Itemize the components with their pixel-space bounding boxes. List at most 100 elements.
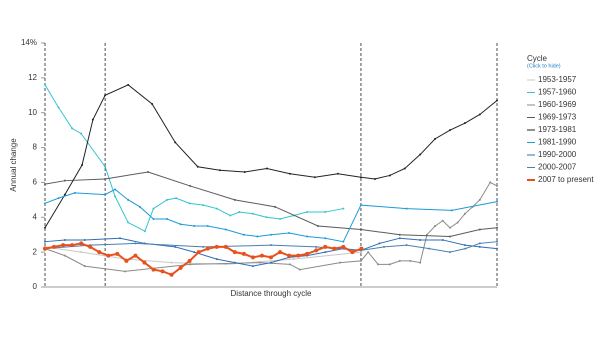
point xyxy=(193,225,196,227)
legend-item[interactable]: 1969-1973 xyxy=(527,113,577,122)
point xyxy=(342,240,345,243)
legend-item[interactable]: 2000-2007 xyxy=(527,163,577,172)
point xyxy=(178,265,183,270)
point xyxy=(478,228,481,231)
point xyxy=(251,265,254,268)
series-line xyxy=(44,181,498,272)
point xyxy=(336,172,339,175)
point xyxy=(88,244,93,249)
series xyxy=(44,188,498,243)
legend-item[interactable]: 1973-1981 xyxy=(527,125,577,134)
legend-item[interactable]: 1981-1990 xyxy=(527,138,577,147)
point xyxy=(229,214,232,217)
legend-label: 1981-1990 xyxy=(538,138,577,147)
point xyxy=(265,167,268,170)
point xyxy=(324,237,327,240)
point xyxy=(233,261,236,264)
point xyxy=(83,238,86,241)
legend-label: 2000-2007 xyxy=(538,163,577,172)
series-line xyxy=(44,171,498,237)
point xyxy=(134,242,137,245)
point xyxy=(124,258,129,263)
point xyxy=(315,245,318,248)
series-line xyxy=(44,241,498,253)
point xyxy=(373,177,376,180)
point xyxy=(398,237,401,240)
point xyxy=(174,245,177,248)
point xyxy=(166,198,169,201)
point xyxy=(388,263,391,266)
legend-item[interactable]: 1960-1969 xyxy=(527,100,577,109)
point xyxy=(106,253,111,258)
point xyxy=(359,259,362,262)
series xyxy=(44,237,498,268)
point xyxy=(170,261,173,264)
point xyxy=(250,255,255,260)
y-tick-label: 2 xyxy=(33,247,38,256)
legend-label: 1969-1973 xyxy=(538,113,577,122)
point xyxy=(279,218,282,221)
point xyxy=(378,242,381,245)
point xyxy=(305,251,310,256)
point xyxy=(350,250,355,255)
point xyxy=(317,225,320,227)
legend-label: 1990-2000 xyxy=(538,150,577,159)
y-tick-label: 8 xyxy=(33,143,38,152)
legend-label: 2007 to present xyxy=(538,175,594,184)
legend-title: Cycle xyxy=(527,54,548,63)
point xyxy=(367,251,370,254)
point xyxy=(448,129,451,132)
point xyxy=(332,246,337,251)
point xyxy=(243,170,246,173)
legend-item[interactable]: 1957-1960 xyxy=(527,88,577,97)
point xyxy=(359,204,362,207)
point xyxy=(251,212,254,215)
point xyxy=(133,253,138,258)
point xyxy=(359,228,362,231)
legend-label: 1960-1969 xyxy=(538,100,577,109)
point xyxy=(71,127,74,130)
point xyxy=(448,226,451,229)
point xyxy=(434,137,437,140)
point xyxy=(223,244,228,249)
point xyxy=(218,169,221,172)
point xyxy=(296,253,301,258)
point xyxy=(341,244,346,249)
point xyxy=(215,207,218,210)
legend-item[interactable]: 1953-1957 xyxy=(527,75,577,84)
point xyxy=(61,243,66,248)
point xyxy=(324,211,327,214)
point xyxy=(242,233,245,236)
point xyxy=(323,244,328,249)
point xyxy=(57,106,60,109)
point xyxy=(104,165,107,168)
point xyxy=(288,263,291,266)
point xyxy=(104,94,107,97)
point xyxy=(398,259,401,262)
point xyxy=(115,251,120,256)
point xyxy=(196,165,199,168)
point xyxy=(259,261,262,264)
point xyxy=(287,253,292,258)
point xyxy=(238,211,241,214)
point xyxy=(409,259,412,262)
point xyxy=(44,240,46,243)
point xyxy=(151,103,154,105)
point xyxy=(478,242,481,245)
point xyxy=(313,176,316,179)
legend-item[interactable]: 1990-2000 xyxy=(527,150,577,159)
point xyxy=(52,244,57,249)
point xyxy=(359,176,362,179)
point xyxy=(342,207,345,210)
point xyxy=(441,219,444,222)
point xyxy=(179,223,182,226)
point xyxy=(496,99,498,102)
point xyxy=(114,188,117,191)
legend-item[interactable]: 2007 to present xyxy=(527,175,594,184)
point xyxy=(339,261,342,264)
point xyxy=(463,212,466,215)
point xyxy=(288,172,291,175)
point xyxy=(169,272,174,277)
point xyxy=(124,270,127,273)
series-line xyxy=(44,84,344,232)
